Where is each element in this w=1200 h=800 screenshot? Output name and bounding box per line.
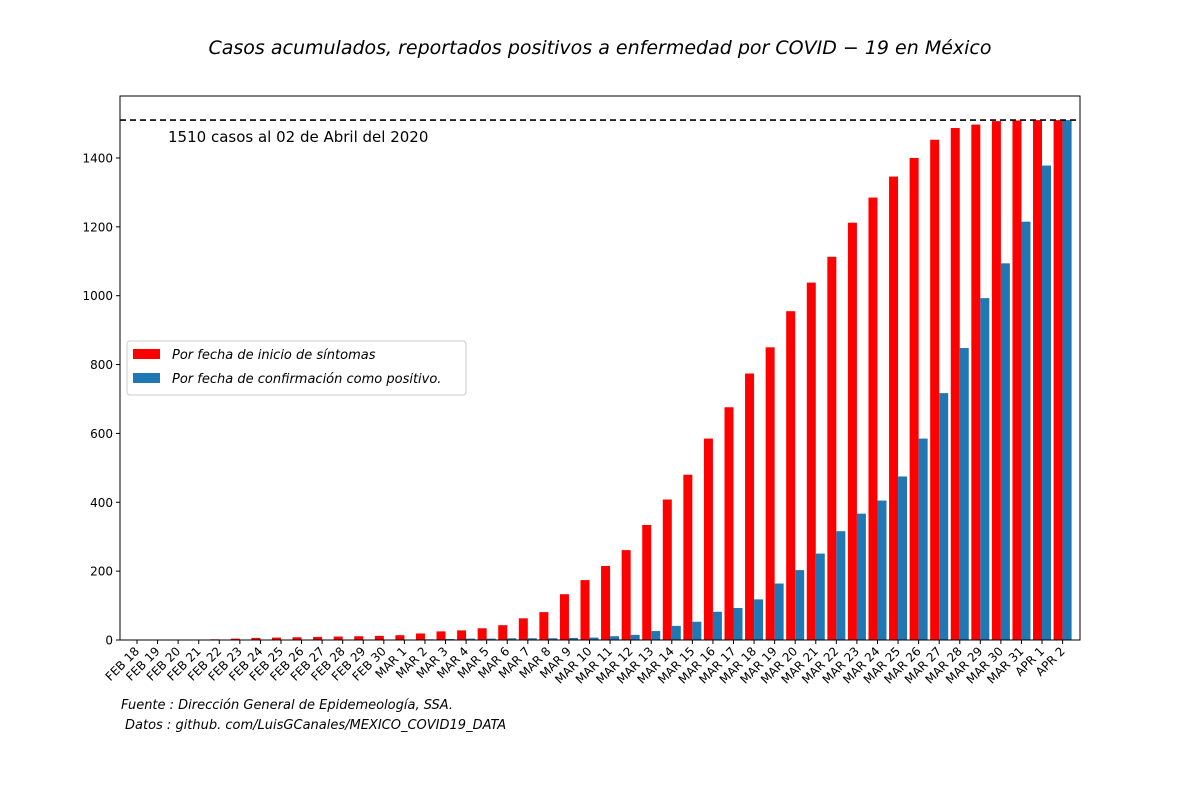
bar-confirmacion-23 [589, 637, 599, 640]
bar-sintomas-21 [539, 612, 549, 640]
bar-sintomas-20 [518, 618, 528, 640]
bar-confirmacion-20 [527, 638, 537, 640]
bar-sintomas-15 [415, 633, 425, 640]
legend-label-sintomas: Por fecha de inicio de síntomas [172, 348, 376, 363]
bar-sintomas-32 [765, 347, 775, 640]
bar-sintomas-34 [806, 282, 816, 640]
legend-swatch-sintomas [133, 349, 160, 359]
bar-sintomas-37 [868, 197, 878, 640]
bar-sintomas-13 [374, 635, 384, 640]
bar-confirmacion-16 [445, 638, 455, 640]
bar-sintomas-38 [889, 176, 899, 640]
y-tick-label-0: 0 [105, 634, 113, 648]
bar-sintomas-44 [1012, 120, 1022, 640]
bar-sintomas-42 [971, 124, 981, 640]
y-tick-label-400: 400 [90, 496, 113, 510]
y-tick-label-600: 600 [90, 427, 113, 441]
bar-confirmacion-25 [630, 634, 640, 640]
bar-sintomas-31 [745, 373, 755, 640]
bar-sintomas-27 [662, 499, 672, 640]
y-tick-label-800: 800 [90, 358, 113, 372]
bar-sintomas-22 [559, 594, 569, 640]
plot-frame [119, 95, 1081, 641]
bar-confirmacion-33 [795, 570, 805, 640]
bar-confirmacion-29 [712, 611, 722, 640]
bar-sintomas-11 [333, 636, 343, 640]
legend-swatch-confirmacion [133, 373, 160, 383]
bar-sintomas-8 [271, 637, 281, 640]
bar-sintomas-33 [786, 311, 796, 640]
bar-confirmacion-24 [610, 636, 620, 640]
bar-sintomas-28 [683, 474, 693, 640]
y-axis: 0 200 400 600 800 1000 1200 1400 [82, 151, 120, 648]
bar-sintomas-36 [847, 222, 857, 640]
bar-confirmacion-46 [1062, 120, 1072, 641]
bar-sintomas-7 [251, 637, 261, 640]
bar-sintomas-35 [827, 256, 837, 640]
legend: Por fecha de inicio de síntomas Por fech… [126, 340, 467, 396]
bar-confirmacion-18 [486, 638, 496, 640]
bar-sintomas-30 [724, 407, 734, 640]
bar-confirmacion-30 [733, 607, 743, 640]
bar-confirmacion-42 [980, 298, 990, 640]
bar-confirmacion-19 [507, 638, 517, 640]
bars-group [169, 120, 1072, 641]
bar-sintomas-39 [909, 157, 919, 640]
bar-sintomas-14 [395, 635, 405, 640]
y-tick-label-1000: 1000 [82, 289, 113, 303]
reference-annotation: 1510 casos al 02 de Abril del 2020 [168, 128, 428, 146]
legend-box [126, 340, 467, 396]
legend-label-confirmacion: Por fecha de confirmación como positivo. [172, 372, 441, 387]
bar-confirmacion-32 [774, 583, 784, 640]
bar-confirmacion-22 [568, 637, 578, 640]
bar-sintomas-45 [1033, 120, 1043, 641]
bar-confirmacion-31 [754, 599, 764, 640]
bar-confirmacion-43 [1000, 263, 1010, 640]
bar-sintomas-19 [498, 625, 508, 640]
bar-confirmacion-38 [898, 476, 908, 640]
bar-sintomas-10 [313, 636, 323, 640]
bar-sintomas-16 [436, 631, 446, 640]
bar-confirmacion-34 [815, 553, 825, 640]
bar-sintomas-26 [642, 525, 652, 640]
bar-sintomas-23 [580, 580, 590, 640]
bar-confirmacion-35 [836, 531, 846, 640]
bar-sintomas-9 [292, 637, 302, 640]
bar-sintomas-17 [457, 630, 467, 640]
bar-confirmacion-41 [959, 348, 969, 640]
bar-sintomas-18 [477, 628, 487, 640]
bar-confirmacion-27 [671, 625, 681, 640]
bar-sintomas-6 [230, 638, 240, 640]
bar-confirmacion-40 [939, 393, 949, 640]
bar-confirmacion-39 [918, 438, 928, 640]
data-note: Datos : github. com/LuisGCanales/MEXICO_… [125, 718, 506, 733]
bar-sintomas-46 [1053, 120, 1063, 641]
chart-title: Casos acumulados, reportados positivos a… [208, 37, 991, 59]
y-tick-label-1400: 1400 [82, 151, 113, 165]
bar-confirmacion-45 [1042, 165, 1052, 641]
source-note: Fuente : Dirección General de Epidemeolo… [121, 698, 453, 713]
bar-sintomas-43 [991, 121, 1001, 640]
bar-confirmacion-36 [856, 513, 866, 640]
bar-confirmacion-44 [1021, 221, 1031, 641]
bar-confirmacion-21 [548, 638, 558, 640]
y-tick-label-200: 200 [90, 565, 113, 579]
bar-sintomas-40 [930, 139, 940, 641]
bar-sintomas-29 [703, 438, 713, 640]
bar-confirmacion-28 [692, 621, 702, 640]
bar-sintomas-25 [621, 550, 631, 640]
bar-sintomas-24 [601, 565, 611, 640]
y-tick-label-1200: 1200 [82, 220, 113, 234]
bar-sintomas-41 [950, 128, 960, 640]
bar-confirmacion-17 [466, 638, 476, 640]
bar-confirmacion-37 [877, 500, 887, 640]
bar-sintomas-12 [354, 636, 364, 640]
bar-confirmacion-26 [651, 631, 661, 640]
